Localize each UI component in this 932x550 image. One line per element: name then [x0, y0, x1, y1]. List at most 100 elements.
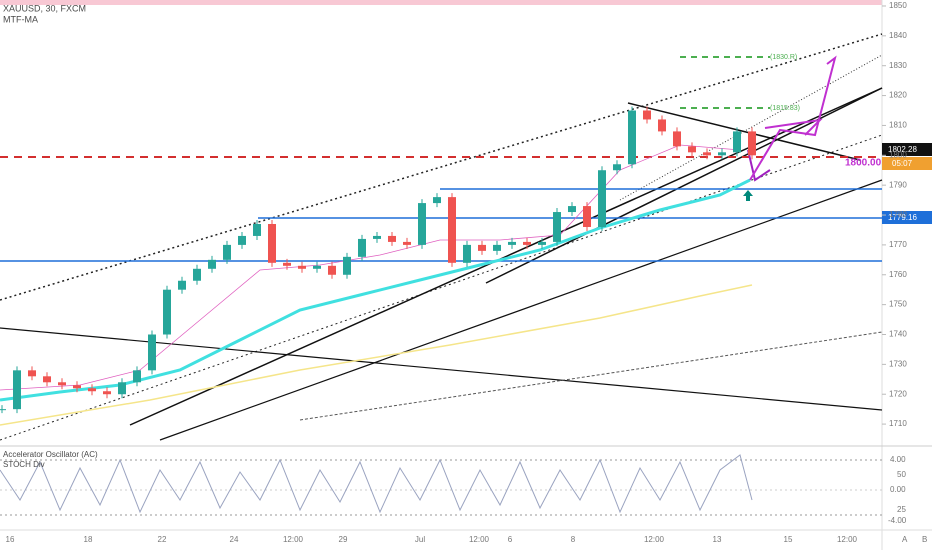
y-tick-label: 1770 [889, 240, 907, 249]
candle [688, 146, 696, 153]
candle [628, 110, 636, 165]
candle [223, 244, 231, 260]
candle [418, 203, 426, 245]
candle [598, 170, 606, 227]
y-tick-label: 1740 [889, 330, 907, 339]
candle [703, 152, 711, 156]
level-price: 1779.16 [888, 213, 917, 222]
candle [118, 382, 126, 395]
candle [433, 197, 441, 204]
candle [748, 131, 756, 156]
candle [163, 289, 171, 335]
candle [538, 241, 546, 245]
y-tick-label: 1720 [889, 389, 907, 398]
candle [508, 241, 516, 245]
oscillator-name: STOCH Div [3, 460, 45, 469]
candle [73, 385, 81, 389]
candle [358, 238, 366, 257]
candle [178, 280, 186, 290]
candle [523, 241, 531, 245]
x-tick-label: 22 [158, 535, 167, 544]
candle [493, 244, 501, 251]
x-tick-label: 12:00 [283, 535, 304, 544]
alert-band [0, 0, 882, 5]
osc-axis-label: 25 [897, 505, 906, 514]
candle [403, 241, 411, 245]
candle [208, 259, 216, 269]
candle [673, 131, 681, 147]
osc-axis-label: 50 [897, 470, 906, 479]
candle [13, 370, 21, 410]
x-tick-label: 8 [571, 535, 576, 544]
candle [43, 376, 51, 383]
y-tick-label: 1790 [889, 180, 907, 189]
y-tick-label: 1800 [889, 150, 907, 159]
candle [658, 119, 666, 132]
x-tick-label: 6 [508, 535, 513, 544]
osc-axis-label: 4.00 [890, 455, 906, 464]
oscillator-name: Accelerator Oscillator (AC) [3, 450, 98, 459]
countdown-tag [882, 157, 932, 170]
candle [268, 223, 276, 263]
y-tick-label: 1850 [889, 1, 907, 10]
candle [58, 382, 66, 386]
symbol-label: XAUUSD, 30, FXCM [3, 3, 86, 13]
osc-axis-label: 0.00 [890, 485, 906, 494]
candle [343, 256, 351, 275]
candle [238, 235, 246, 245]
candle [103, 391, 111, 395]
candle [253, 223, 261, 236]
candle [388, 235, 396, 242]
y-tick-label: 1810 [889, 121, 907, 130]
candle [0, 409, 6, 411]
countdown: 05:07 [892, 159, 913, 168]
candle [643, 110, 651, 120]
oscillator-guides [0, 454, 882, 516]
y-tick-label: 1710 [889, 419, 907, 428]
x-tick-label: Jul [415, 535, 425, 544]
level-label: 1800.00 [845, 158, 882, 169]
candle [733, 131, 741, 153]
candle [553, 212, 561, 242]
candle [718, 152, 726, 156]
candle [133, 370, 141, 383]
y-tick-label: 1830 [889, 61, 907, 70]
target-label: (1830.R) [770, 54, 797, 61]
candle [373, 235, 381, 239]
candle [313, 265, 321, 269]
y-tick-label: 1840 [889, 31, 907, 40]
y-tick-label: 1750 [889, 300, 907, 309]
target-label: (1815.83) [770, 105, 800, 112]
osc-axis-label: -4.00 [888, 516, 907, 525]
indicator-label: MTF-MA [3, 14, 38, 24]
x-tick-label: 24 [230, 535, 239, 544]
x-tick-label: 15 [784, 535, 793, 544]
y-tick-label: 1760 [889, 270, 907, 279]
candle [88, 388, 96, 392]
x-tick-label: 13 [713, 535, 722, 544]
x-tick-label: 12:00 [644, 535, 665, 544]
x-tick-label: 29 [339, 535, 348, 544]
axis-button[interactable]: A [902, 535, 908, 544]
drawings [0, 33, 883, 441]
last-price: 1802.28 [888, 145, 917, 154]
candle [568, 206, 576, 213]
candle [613, 164, 621, 171]
x-tick-label: 18 [84, 535, 93, 544]
axis-button[interactable]: B [922, 535, 927, 544]
candle [478, 244, 486, 251]
candle [448, 197, 456, 263]
x-tick-label: 16 [6, 535, 15, 544]
last-price-tag [882, 143, 932, 156]
candle [148, 334, 156, 371]
x-tick-label: 12:00 [837, 535, 858, 544]
candle [463, 244, 471, 263]
candle [193, 268, 201, 281]
candle [583, 206, 591, 227]
y-tick-label: 1820 [889, 91, 907, 100]
candle [28, 370, 36, 377]
y-tick-label: 1780 [889, 210, 907, 219]
candle [328, 265, 336, 275]
candle [283, 262, 291, 266]
